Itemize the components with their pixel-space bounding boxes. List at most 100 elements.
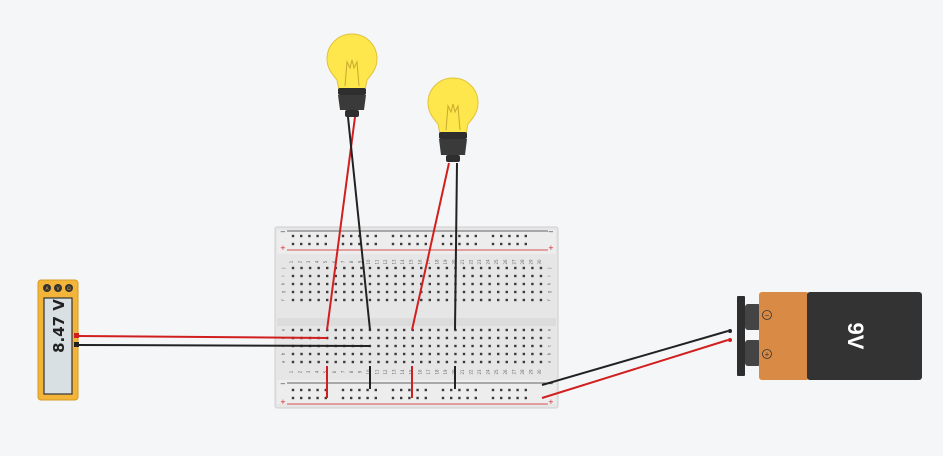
breadboard-hole[interactable] — [462, 274, 466, 278]
breadboard-hole[interactable] — [317, 282, 320, 286]
breadboard-hole[interactable] — [402, 274, 406, 278]
breadboard-hole[interactable] — [308, 234, 311, 238]
breadboard-hole[interactable] — [445, 290, 449, 294]
breadboard-hole[interactable] — [394, 360, 397, 364]
breadboard-hole[interactable] — [522, 336, 526, 340]
breadboard-hole[interactable] — [368, 266, 372, 270]
breadboard-hole[interactable] — [368, 282, 372, 286]
breadboard-hole[interactable] — [531, 290, 534, 294]
breadboard-hole[interactable] — [377, 344, 380, 348]
breadboard-hole[interactable] — [374, 242, 377, 246]
breadboard-hole[interactable] — [326, 360, 329, 364]
breadboard-hole[interactable] — [324, 388, 327, 392]
breadboard-hole[interactable] — [445, 266, 449, 270]
breadboard-hole[interactable] — [471, 274, 474, 278]
breadboard-hole[interactable] — [308, 282, 312, 286]
breadboard-hole[interactable] — [420, 360, 423, 364]
breadboard-hole[interactable] — [324, 396, 327, 400]
breadboard-hole[interactable] — [505, 274, 508, 278]
breadboard-hole[interactable] — [508, 234, 511, 238]
breadboard-hole[interactable] — [428, 336, 431, 340]
breadboard-hole[interactable] — [351, 274, 355, 278]
breadboard-hole[interactable] — [531, 328, 534, 332]
breadboard-hole[interactable] — [462, 328, 466, 332]
breadboard-hole[interactable] — [334, 360, 337, 364]
breadboard-hole[interactable] — [522, 352, 526, 356]
breadboard-hole[interactable] — [458, 388, 461, 392]
breadboard-hole[interactable] — [374, 396, 377, 400]
breadboard-hole[interactable] — [402, 282, 406, 286]
breadboard-hole[interactable] — [539, 344, 543, 348]
breadboard-hole[interactable] — [462, 290, 466, 294]
breadboard-hole[interactable] — [466, 234, 469, 238]
breadboard-hole[interactable] — [300, 290, 303, 294]
breadboard-hole[interactable] — [500, 242, 503, 246]
breadboard-hole[interactable] — [291, 388, 295, 392]
breadboard-hole[interactable] — [531, 336, 534, 340]
breadboard-hole[interactable] — [416, 388, 419, 392]
breadboard-hole[interactable] — [539, 352, 543, 356]
breadboard-hole[interactable] — [497, 282, 500, 286]
breadboard-hole[interactable] — [291, 282, 295, 286]
battery-9v[interactable]: − + 9V — [737, 292, 922, 380]
multimeter-negative-wire[interactable] — [77, 344, 371, 347]
breadboard-hole[interactable] — [437, 328, 440, 332]
breadboard-hole[interactable] — [466, 242, 469, 246]
breadboard-hole[interactable] — [374, 388, 377, 392]
breadboard-hole[interactable] — [488, 290, 491, 294]
breadboard-hole[interactable] — [497, 290, 500, 294]
breadboard-hole[interactable] — [368, 290, 372, 294]
breadboard-hole[interactable] — [343, 328, 346, 332]
breadboard-hole[interactable] — [514, 328, 517, 332]
breadboard-hole[interactable] — [291, 274, 295, 278]
breadboard-hole[interactable] — [334, 328, 337, 332]
breadboard-hole[interactable] — [385, 336, 389, 340]
multimeter[interactable]: A V Ω 8.47 V — [37, 279, 79, 401]
breadboard-hole[interactable] — [341, 242, 345, 246]
breadboard-hole[interactable] — [408, 234, 411, 238]
breadboard-hole[interactable] — [445, 352, 449, 356]
breadboard-hole[interactable] — [351, 336, 355, 340]
breadboard-hole[interactable] — [334, 336, 337, 340]
breadboard-hole[interactable] — [514, 298, 517, 302]
breadboard-hole[interactable] — [450, 396, 453, 400]
breadboard-hole[interactable] — [454, 344, 457, 348]
breadboard-hole[interactable] — [491, 234, 495, 238]
bulb-2-positive-wire[interactable] — [411, 162, 450, 331]
breadboard-hole[interactable] — [377, 266, 380, 270]
breadboard-hole[interactable] — [391, 242, 395, 246]
breadboard-hole[interactable] — [400, 388, 403, 392]
breadboard-hole[interactable] — [300, 396, 303, 400]
breadboard-hole[interactable] — [400, 234, 403, 238]
breadboard-hole[interactable] — [334, 274, 337, 278]
breadboard-hole[interactable] — [522, 274, 526, 278]
breadboard-hole[interactable] — [474, 396, 477, 400]
breadboard-hole[interactable] — [317, 298, 320, 302]
breadboard-hole[interactable] — [416, 234, 419, 238]
breadboard-hole[interactable] — [300, 282, 303, 286]
breadboard-hole[interactable] — [351, 266, 355, 270]
breadboard-hole[interactable] — [454, 360, 457, 364]
breadboard-hole[interactable] — [411, 298, 414, 302]
breadboard-hole[interactable] — [408, 388, 411, 392]
breadboard-hole[interactable] — [291, 352, 295, 356]
breadboard-hole[interactable] — [416, 242, 419, 246]
breadboard-hole[interactable] — [428, 290, 431, 294]
breadboard-hole[interactable] — [420, 336, 423, 340]
breadboard-hole[interactable] — [497, 352, 500, 356]
breadboard-hole[interactable] — [508, 242, 511, 246]
breadboard-hole[interactable] — [391, 234, 395, 238]
breadboard-hole[interactable] — [420, 344, 423, 348]
breadboard-hole[interactable] — [411, 290, 414, 294]
breadboard-hole[interactable] — [479, 290, 483, 294]
breadboard-hole[interactable] — [462, 336, 466, 340]
breadboard-hole[interactable] — [377, 352, 380, 356]
breadboard-hole[interactable] — [368, 274, 372, 278]
breadboard-hole[interactable] — [291, 242, 295, 246]
breadboard-hole[interactable] — [366, 242, 369, 246]
breadboard-hole[interactable] — [350, 234, 353, 238]
breadboard-hole[interactable] — [428, 266, 431, 270]
breadboard-hole[interactable] — [479, 274, 483, 278]
breadboard-hole[interactable] — [394, 282, 397, 286]
